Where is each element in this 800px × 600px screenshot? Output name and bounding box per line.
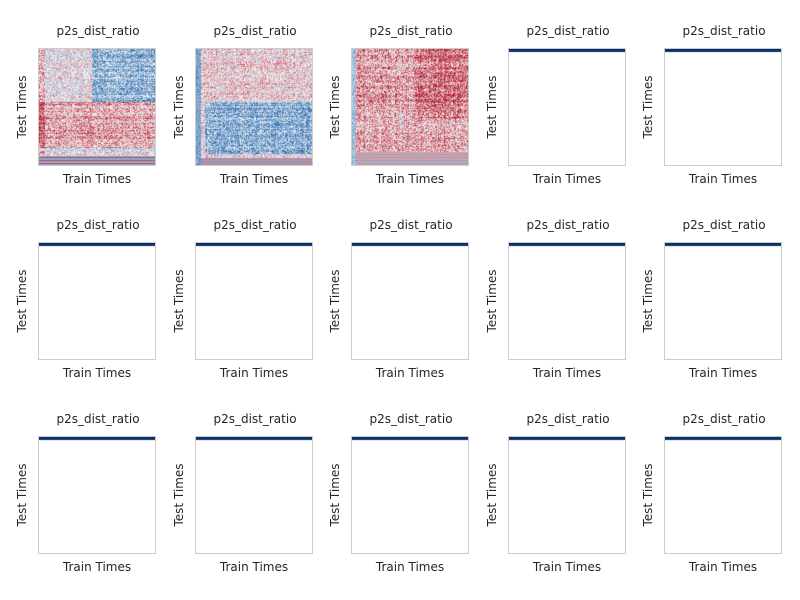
heatmap-image (509, 49, 625, 165)
subplot-title: p2s_dist_ratio (56, 218, 140, 232)
x-axis-label: Train Times (62, 172, 132, 186)
x-axis-label: Train Times (688, 172, 758, 186)
heatmap-plot-area (38, 48, 156, 166)
subplot-panel: p2s_dist_ratio Test Times Train Times (172, 412, 333, 592)
heatmap-image (196, 49, 312, 165)
heatmap-plot-area (38, 436, 156, 554)
subplot-title: p2s_dist_ratio (56, 24, 140, 38)
heatmap-plot-area (195, 436, 313, 554)
subplot-panel: p2s_dist_ratio Test Times Train Times (172, 218, 333, 398)
x-axis-label: Train Times (688, 560, 758, 574)
y-axis-label: Test Times (641, 75, 655, 139)
x-axis-label: Train Times (375, 560, 445, 574)
heatmap-plot-area (508, 436, 626, 554)
heatmap-image (39, 243, 155, 359)
subplot-title: p2s_dist_ratio (369, 24, 453, 38)
subplot-title: p2s_dist_ratio (213, 24, 297, 38)
heatmap-plot-area (351, 436, 469, 554)
heatmap-image (352, 49, 468, 165)
heatmap-image (352, 243, 468, 359)
subplot-title: p2s_dist_ratio (369, 218, 453, 232)
subplot-title: p2s_dist_ratio (682, 412, 766, 426)
y-axis-label: Test Times (15, 269, 29, 333)
y-axis-label: Test Times (172, 269, 186, 333)
y-axis-label: Test Times (172, 75, 186, 139)
subplot-panel: p2s_dist_ratio Test Times Train Times (485, 412, 646, 592)
y-axis-label: Test Times (15, 75, 29, 139)
x-axis-label: Train Times (532, 172, 602, 186)
y-axis-label: Test Times (15, 463, 29, 527)
heatmap-plot-area (508, 242, 626, 360)
subplot-panel: p2s_dist_ratio Test Times Train Times (641, 412, 800, 592)
y-axis-label: Test Times (172, 463, 186, 527)
x-axis-label: Train Times (688, 366, 758, 380)
y-axis-label: Test Times (485, 75, 499, 139)
subplot-panel: p2s_dist_ratio Test Times Train Times (15, 24, 176, 204)
subplot-title: p2s_dist_ratio (369, 412, 453, 426)
x-axis-label: Train Times (62, 560, 132, 574)
heatmap-image (39, 49, 155, 165)
x-axis-label: Train Times (219, 172, 289, 186)
x-axis-label: Train Times (219, 560, 289, 574)
heatmap-image (196, 437, 312, 553)
x-axis-label: Train Times (532, 366, 602, 380)
heatmap-image (665, 49, 781, 165)
heatmap-image (509, 437, 625, 553)
subplot-panel: p2s_dist_ratio Test Times Train Times (15, 412, 176, 592)
subplot-panel: p2s_dist_ratio Test Times Train Times (328, 24, 489, 204)
x-axis-label: Train Times (375, 366, 445, 380)
heatmap-image (352, 437, 468, 553)
subplot-title: p2s_dist_ratio (526, 24, 610, 38)
y-axis-label: Test Times (328, 269, 342, 333)
y-axis-label: Test Times (328, 75, 342, 139)
heatmap-plot-area (38, 242, 156, 360)
subplot-title: p2s_dist_ratio (682, 218, 766, 232)
subplot-title: p2s_dist_ratio (56, 412, 140, 426)
subplot-panel: p2s_dist_ratio Test Times Train Times (485, 24, 646, 204)
subplot-title: p2s_dist_ratio (526, 218, 610, 232)
heatmap-plot-area (664, 48, 782, 166)
subplot-panel: p2s_dist_ratio Test Times Train Times (328, 412, 489, 592)
subplot-title: p2s_dist_ratio (213, 412, 297, 426)
x-axis-label: Train Times (62, 366, 132, 380)
y-axis-label: Test Times (641, 269, 655, 333)
subplot-title: p2s_dist_ratio (682, 24, 766, 38)
subplot-panel: p2s_dist_ratio Test Times Train Times (485, 218, 646, 398)
heatmap-plot-area (664, 436, 782, 554)
subplot-panel: p2s_dist_ratio Test Times Train Times (172, 24, 333, 204)
heatmap-plot-area (508, 48, 626, 166)
x-axis-label: Train Times (532, 560, 602, 574)
heatmap-image (665, 437, 781, 553)
heatmap-image (196, 243, 312, 359)
subplot-panel: p2s_dist_ratio Test Times Train Times (641, 218, 800, 398)
subplot-title: p2s_dist_ratio (213, 218, 297, 232)
heatmap-plot-area (195, 48, 313, 166)
heatmap-plot-area (195, 242, 313, 360)
subplot-panel: p2s_dist_ratio Test Times Train Times (328, 218, 489, 398)
subplot-panel: p2s_dist_ratio Test Times Train Times (641, 24, 800, 204)
heatmap-image (665, 243, 781, 359)
x-axis-label: Train Times (375, 172, 445, 186)
heatmap-plot-area (351, 242, 469, 360)
y-axis-label: Test Times (328, 463, 342, 527)
x-axis-label: Train Times (219, 366, 289, 380)
heatmap-plot-area (351, 48, 469, 166)
y-axis-label: Test Times (485, 463, 499, 527)
heatmap-image (509, 243, 625, 359)
subplot-title: p2s_dist_ratio (526, 412, 610, 426)
subplot-panel: p2s_dist_ratio Test Times Train Times (15, 218, 176, 398)
y-axis-label: Test Times (485, 269, 499, 333)
y-axis-label: Test Times (641, 463, 655, 527)
heatmap-plot-area (664, 242, 782, 360)
heatmap-image (39, 437, 155, 553)
